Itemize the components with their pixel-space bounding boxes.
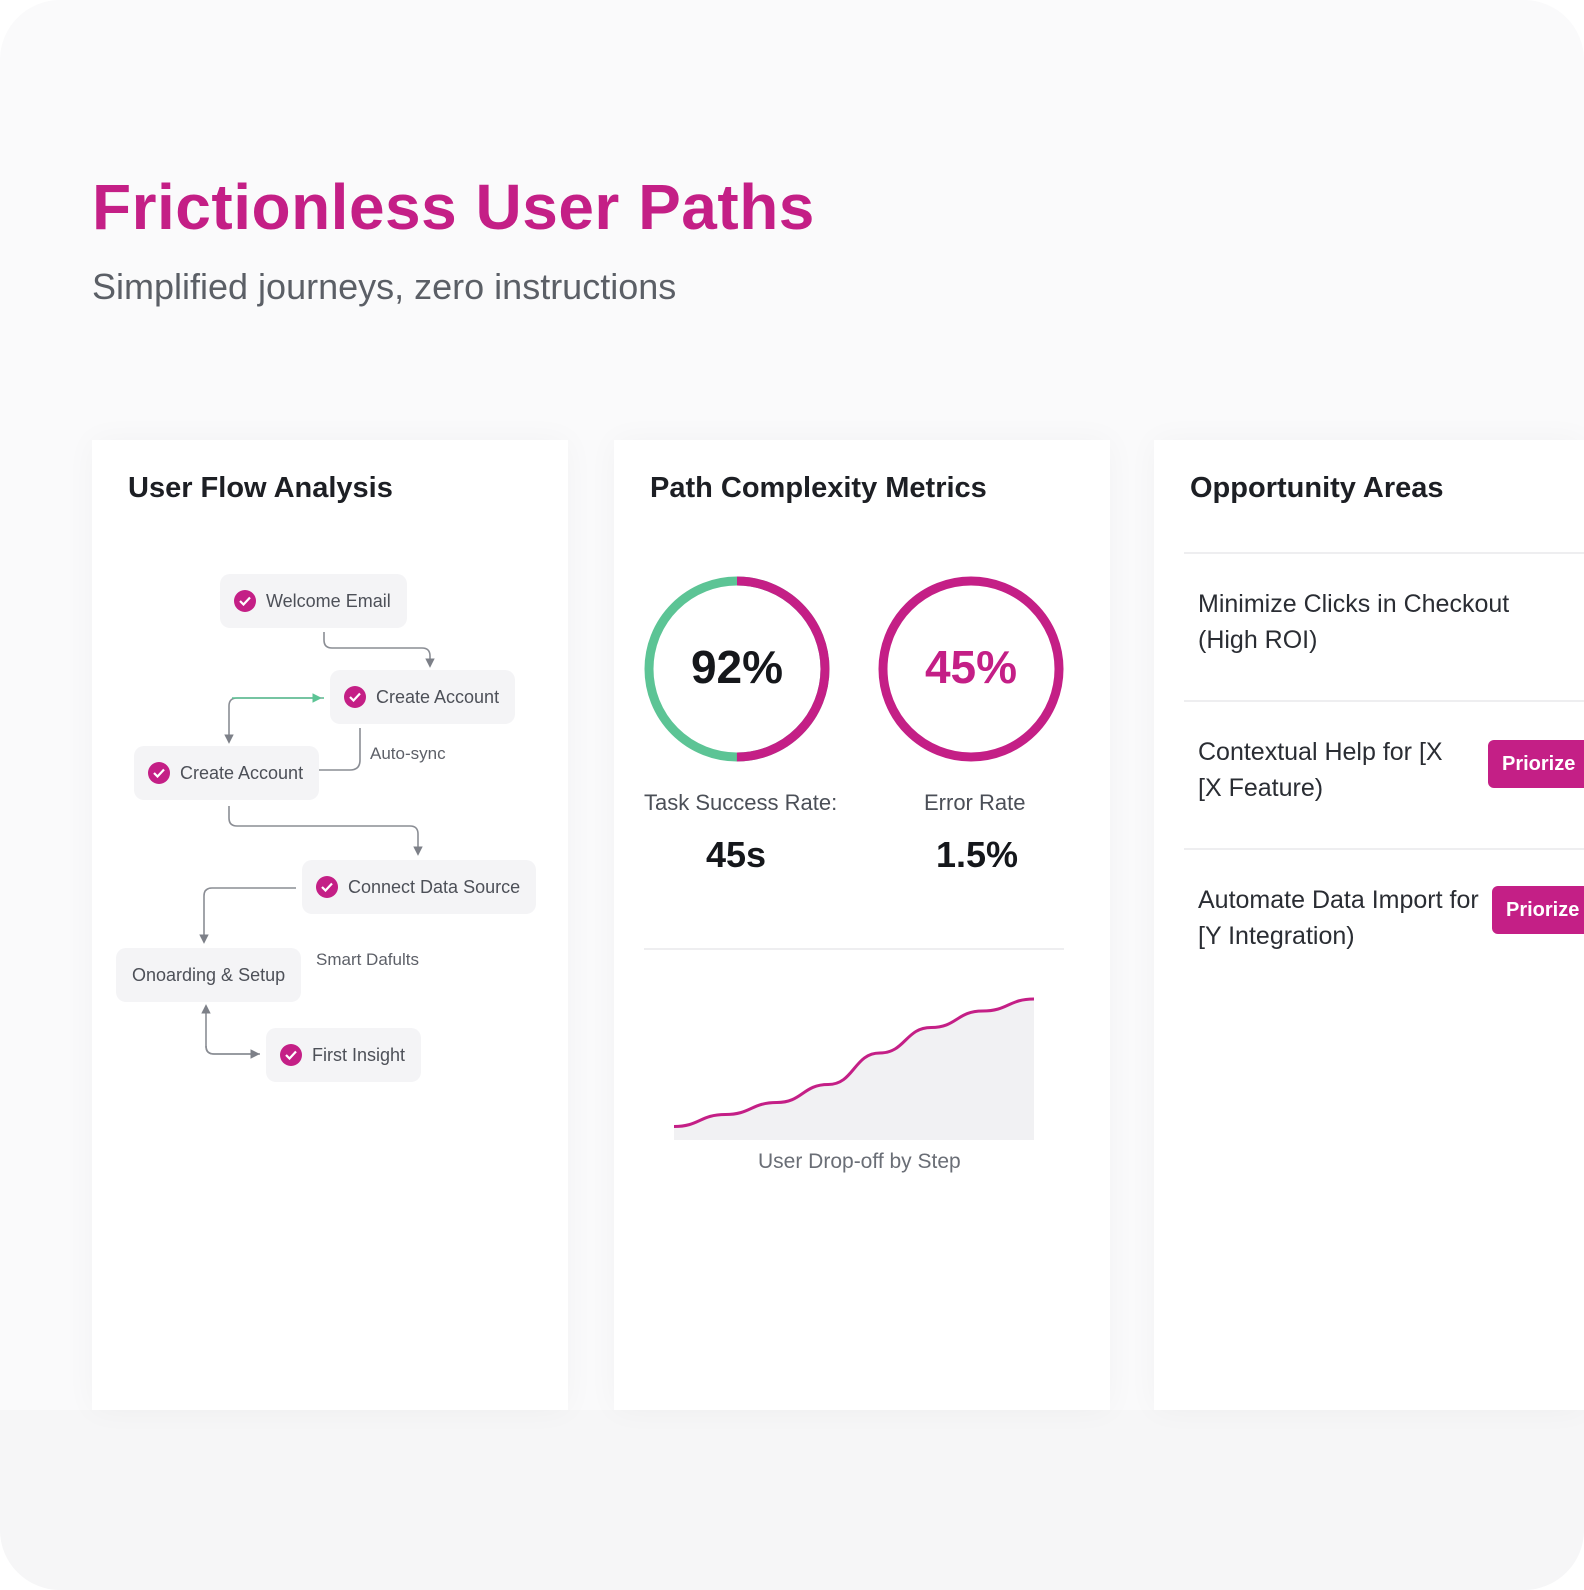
opportunity-line: Contextual Help for [X <box>1198 738 1443 766</box>
page-subtitle: Simplified journeys, zero instructions <box>92 266 677 307</box>
opportunity-areas-card: Opportunity Areas Minimize Clicks in Che… <box>1154 440 1584 1410</box>
check-circle-icon <box>280 1044 302 1066</box>
flow-node-onboarding-setup[interactable]: Onoarding & Setup <box>116 948 302 1002</box>
opportunity-item-contextual-help[interactable]: Contextual Help for [X [X Feature) <box>1198 734 1443 806</box>
connector-connect-to-onboarding <box>199 887 296 944</box>
opportunity-line: [X Feature) <box>1198 774 1324 802</box>
metrics-divider <box>644 948 1064 950</box>
task-success-ring-value: 92% <box>690 641 784 693</box>
flow-node-connect-data-source[interactable]: Connect Data Source <box>302 860 537 914</box>
flow-node-create-account[interactable]: Create Account <box>330 670 516 724</box>
check-circle-icon <box>234 590 256 612</box>
task-success-label: Task Success Rate: <box>644 790 838 815</box>
connector-onboarding-to-insight <box>205 1045 260 1059</box>
connector-create-to-create <box>224 697 322 744</box>
prioritize-button[interactable]: Priorize <box>1492 886 1584 934</box>
dropoff-line <box>674 997 1034 1128</box>
error-rate-label: Error Rate <box>924 790 1026 815</box>
task-success-ring <box>644 576 830 762</box>
opportunity-line: [Y Integration) <box>1198 922 1355 950</box>
flow-node-label: Onoarding & Setup <box>132 964 286 985</box>
connector-welcome-to-create <box>323 632 435 668</box>
user-flow-card: User Flow Analysis <box>92 440 568 1410</box>
opportunity-divider <box>1184 552 1584 554</box>
opportunity-line: Minimize Clicks in Checkout <box>1198 590 1510 618</box>
flow-node-welcome-email[interactable]: Welcome Email <box>220 574 407 628</box>
dropoff-chart <box>674 997 1034 1140</box>
error-rate-ring-value: 45% <box>924 641 1018 693</box>
opportunity-divider <box>1184 700 1584 702</box>
connector-insight-to-onboarding <box>201 1004 260 1055</box>
error-rate-value: 1.5% <box>936 834 1019 875</box>
opportunity-areas-title: Opportunity Areas <box>1190 472 1444 504</box>
flow-note-smart-defaults: Smart Dafults <box>316 950 419 969</box>
check-circle-icon <box>344 686 366 708</box>
check-circle-icon <box>148 762 170 784</box>
opportunity-line: (High ROI) <box>1198 626 1318 654</box>
flow-node-label: Create Account <box>376 686 500 707</box>
page-title: Frictionless User Paths <box>92 171 815 243</box>
flow-node-create-account-2[interactable]: Create Account <box>134 746 320 800</box>
flow-connectors <box>199 632 435 1059</box>
task-success-value: 45s <box>706 834 767 875</box>
flow-node-label: Connect Data Source <box>348 876 521 897</box>
connector-create-to-connect <box>228 806 423 856</box>
user-flow-title: User Flow Analysis <box>128 472 393 504</box>
flow-node-label: First Insight <box>312 1044 406 1065</box>
path-metrics-title: Path Complexity Metrics <box>650 472 987 504</box>
opportunity-divider <box>1184 848 1584 850</box>
check-circle-icon <box>316 876 338 898</box>
flow-note-auto-sync: Auto-sync <box>370 744 446 763</box>
flow-node-first-insight[interactable]: First Insight <box>266 1028 422 1082</box>
dropoff-chart-caption: User Drop-off by Step <box>758 1150 961 1173</box>
prioritize-button[interactable]: Priorize <box>1488 740 1584 788</box>
opportunity-item-checkout[interactable]: Minimize Clicks in Checkout (High ROI) <box>1198 586 1509 658</box>
page-footer-band <box>0 1410 1584 1590</box>
flow-node-label: Create Account <box>180 762 304 783</box>
connector-autosync <box>318 728 361 771</box>
opportunity-item-data-import[interactable]: Automate Data Import for [Y Integration) <box>1198 882 1479 954</box>
path-metrics-card: Path Complexity Metrics 92% 45% Task Suc… <box>614 440 1110 1410</box>
flow-node-label: Welcome Email <box>266 590 391 611</box>
error-rate-ring <box>878 576 1064 762</box>
opportunity-line: Automate Data Import for <box>1198 886 1479 914</box>
